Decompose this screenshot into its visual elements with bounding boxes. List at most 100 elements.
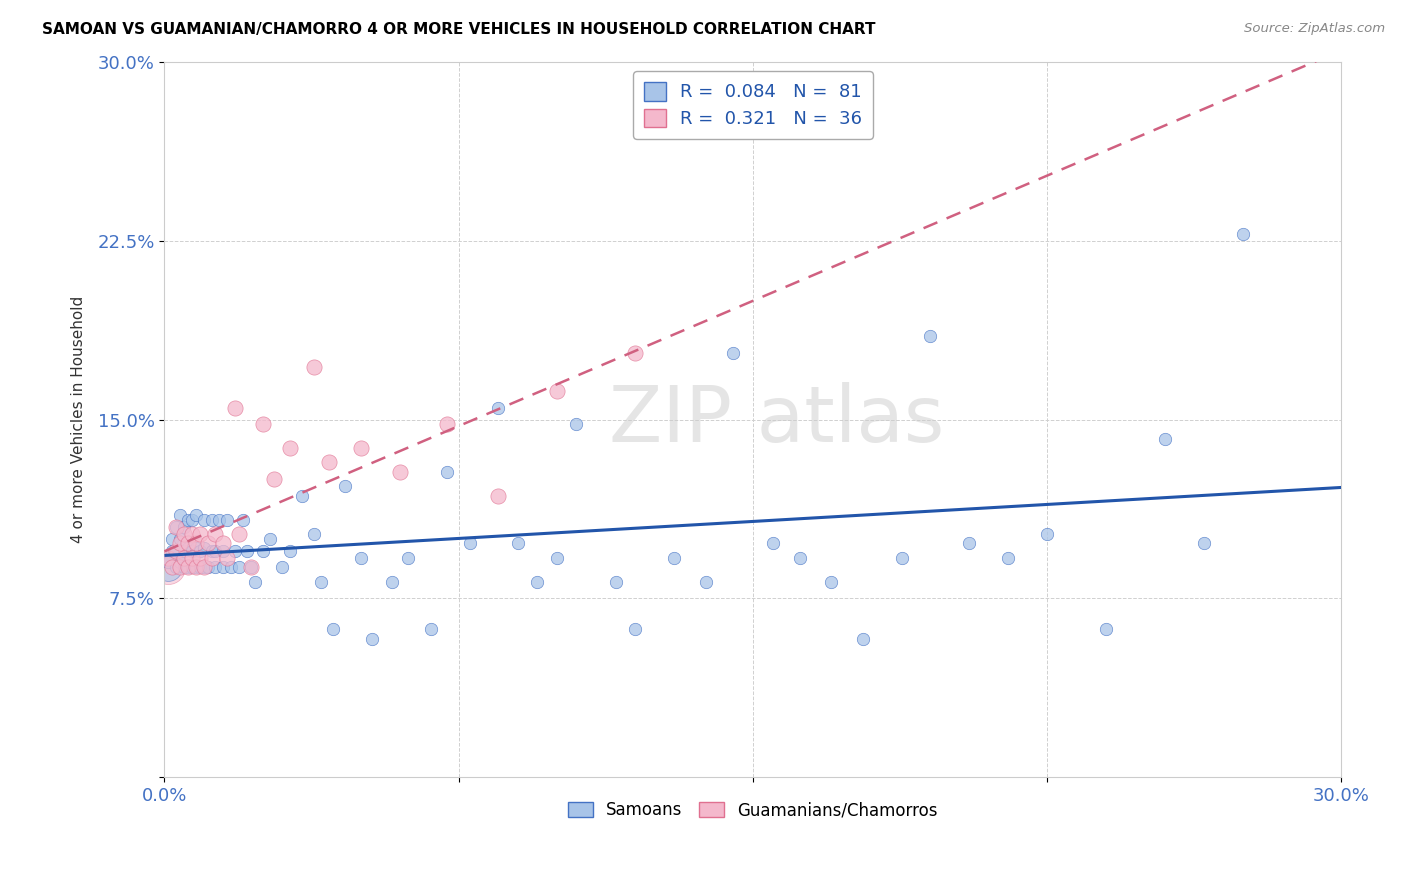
Point (157, 550, 180, 565)
Point (177, 541, 200, 556)
Point (891, 550, 914, 565)
Point (217, 512, 239, 526)
Point (259, 532, 281, 546)
Point (239, 560, 262, 574)
Point (197, 560, 219, 574)
Point (486, 489, 509, 503)
Point (388, 465, 411, 479)
Point (243, 574, 266, 589)
Point (228, 526, 250, 541)
Point (263, 472, 285, 486)
Point (271, 560, 294, 574)
Point (1192, 536, 1215, 550)
Point (333, 479, 356, 493)
Point (169, 532, 191, 546)
Point (165, 560, 187, 574)
Point (188, 526, 211, 541)
Point (252, 417, 274, 432)
Point (302, 360, 325, 375)
Point (232, 512, 254, 526)
Point (219, 560, 242, 574)
Point (278, 441, 301, 455)
Point (204, 560, 226, 574)
Point (193, 560, 215, 574)
Point (311, 574, 333, 589)
Point (169, 508, 191, 522)
Point (204, 543, 226, 558)
Point (460, 536, 482, 550)
Point (180, 560, 202, 574)
Point (291, 489, 314, 503)
Point (184, 541, 207, 556)
Point (165, 543, 187, 558)
Point (180, 526, 202, 541)
Point (217, 550, 239, 565)
Point (173, 550, 195, 565)
Point (157, 560, 180, 574)
Point (624, 622, 647, 636)
Point (436, 465, 458, 479)
Point (852, 632, 875, 646)
Point (349, 441, 371, 455)
Point (180, 512, 202, 526)
Point (396, 550, 419, 565)
Point (204, 526, 226, 541)
Point (664, 550, 686, 565)
Point (169, 560, 191, 574)
Point (322, 622, 344, 636)
Point (165, 519, 187, 533)
Point (381, 574, 404, 589)
Point (184, 560, 207, 574)
Point (1095, 622, 1118, 636)
Point (165, 543, 187, 558)
Point (193, 512, 215, 526)
Point (318, 455, 340, 469)
Point (197, 536, 219, 550)
Point (436, 417, 458, 432)
Point (252, 543, 274, 558)
Point (1036, 526, 1059, 541)
Point (506, 536, 529, 550)
Point (224, 543, 246, 558)
Point (180, 543, 202, 558)
Point (1154, 432, 1177, 446)
Point (695, 574, 717, 589)
Point (624, 346, 647, 360)
Point (184, 536, 207, 550)
Point (184, 508, 207, 522)
Point (997, 550, 1019, 565)
Point (361, 632, 384, 646)
Point (224, 401, 246, 415)
Point (526, 574, 548, 589)
Text: Source: ZipAtlas.com: Source: ZipAtlas.com (1244, 22, 1385, 36)
Point (177, 536, 200, 550)
Point (165, 519, 187, 533)
Point (188, 560, 211, 574)
Point (173, 526, 195, 541)
Point (200, 512, 222, 526)
Point (546, 550, 568, 565)
Point (173, 543, 195, 558)
Point (157, 560, 180, 574)
Point (761, 536, 783, 550)
Point (228, 560, 250, 574)
Point (162, 532, 184, 546)
Point (162, 543, 184, 558)
Point (177, 512, 200, 526)
Point (957, 536, 980, 550)
Point (180, 550, 202, 565)
Point (177, 560, 200, 574)
Point (188, 543, 211, 558)
Point (177, 560, 200, 574)
Point (200, 543, 222, 558)
Point (169, 556, 191, 570)
Point (605, 574, 627, 589)
Point (212, 536, 235, 550)
Point (349, 550, 371, 565)
Point (157, 556, 180, 570)
Point (565, 417, 588, 432)
Point (239, 560, 262, 574)
Legend: Samoans, Guamanians/Chamorros: Samoans, Guamanians/Chamorros (561, 795, 945, 826)
Text: SAMOAN VS GUAMANIAN/CHAMORRO 4 OR MORE VEHICLES IN HOUSEHOLD CORRELATION CHART: SAMOAN VS GUAMANIAN/CHAMORRO 4 OR MORE V… (42, 22, 876, 37)
Point (169, 536, 191, 550)
